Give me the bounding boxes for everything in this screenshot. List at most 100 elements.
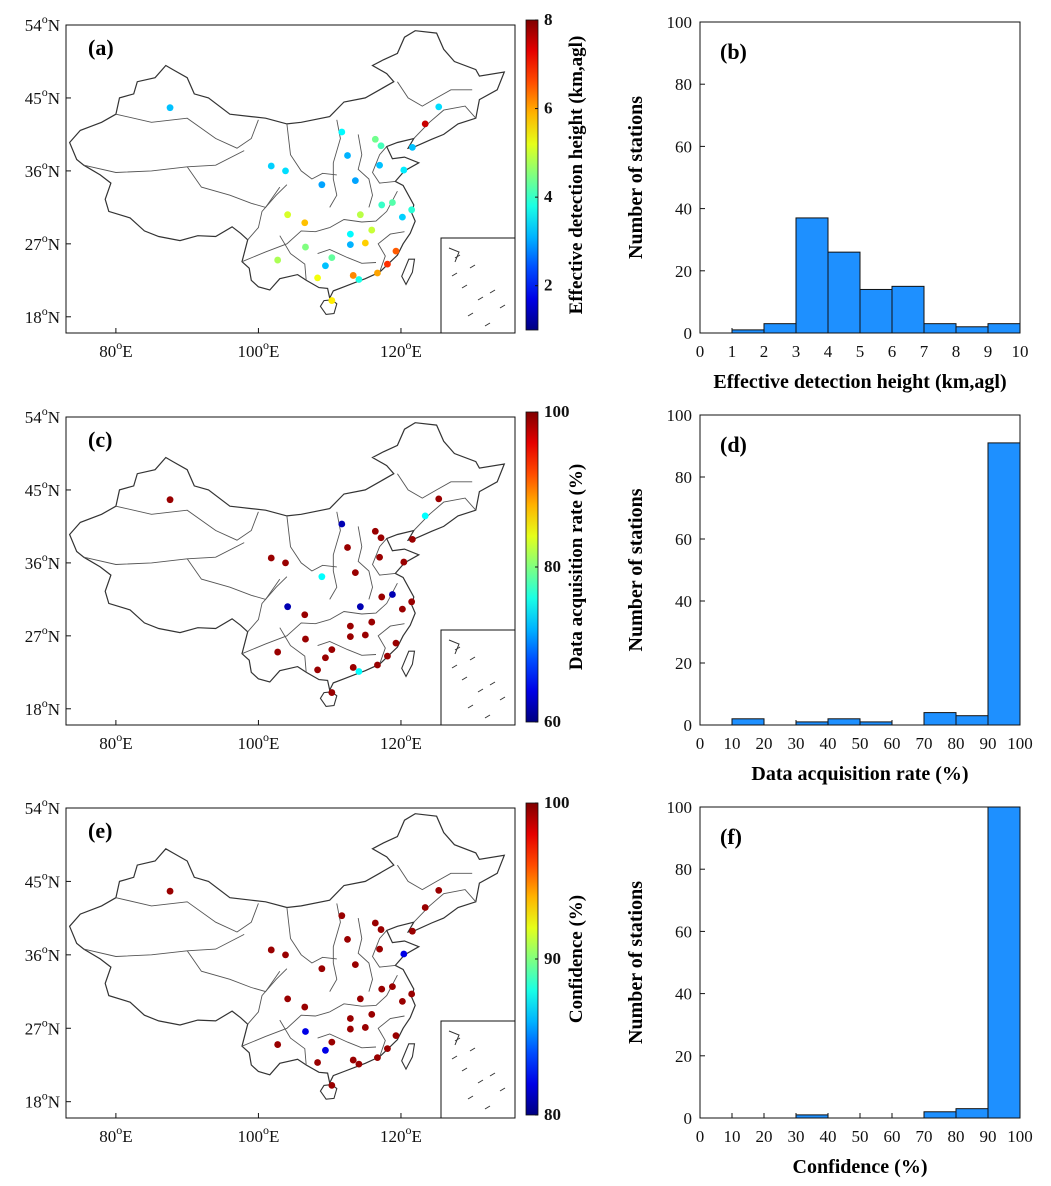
station-point (346, 1015, 354, 1022)
y-tick-label: 80 (675, 860, 692, 879)
province-border (279, 235, 307, 281)
province-border (329, 974, 398, 1013)
station-point (384, 652, 391, 660)
province-border (377, 231, 405, 273)
x-tick-label: 80 (948, 1127, 965, 1146)
inset-coast (448, 639, 460, 655)
lat-unit: N (48, 700, 60, 719)
degree-sup: o (42, 942, 48, 956)
province-border (329, 119, 341, 208)
lat-tick-label: 27oN (25, 1015, 60, 1038)
province-border (286, 907, 337, 964)
station-point (389, 983, 396, 991)
panel-label: (a) (88, 35, 114, 60)
inset-island (484, 1105, 491, 1110)
province-border (115, 113, 259, 149)
province-border (286, 515, 337, 572)
province-border (371, 538, 396, 576)
x-tick-label: 100 (1007, 1127, 1033, 1146)
station-point (344, 152, 351, 159)
station-point (318, 181, 326, 189)
histogram-bar (731, 718, 765, 726)
station-point (302, 635, 309, 643)
station-point (356, 995, 364, 1003)
x-tick-label: 100 (1007, 734, 1033, 753)
station-point (351, 961, 359, 969)
panel-label: (f) (720, 824, 742, 849)
station-point (389, 591, 396, 598)
province-border (241, 619, 330, 655)
province-border (377, 623, 405, 665)
station-point (377, 926, 385, 933)
inset-island (451, 272, 458, 277)
station-point (282, 951, 289, 959)
station-point (314, 274, 321, 282)
inset-box (440, 1020, 516, 1119)
lat-tick-label: 54oN (25, 404, 60, 427)
lon-unit: E (269, 342, 279, 361)
station-point (384, 260, 391, 268)
inset-island (499, 696, 506, 701)
hainan-outline (319, 691, 338, 707)
inset-island (451, 1055, 458, 1060)
histogram-frame (699, 806, 1021, 1119)
degree-sup: o (42, 795, 48, 809)
province-border (329, 582, 398, 620)
station-point (284, 995, 292, 1003)
station-point (328, 1038, 336, 1046)
inset-island (484, 322, 491, 327)
histogram-bar (795, 217, 829, 334)
x-tick-label: 20 (756, 1127, 773, 1146)
station-point (301, 1003, 309, 1011)
lon-unit: E (122, 1127, 132, 1146)
degree-sup: o (263, 730, 269, 744)
lon-unit: E (412, 734, 422, 753)
colorbar-label: Confidence (%) (566, 895, 587, 1023)
histogram-bar (795, 1114, 829, 1119)
station-point (371, 919, 379, 927)
lon-tick-label: 100oE (237, 1123, 279, 1146)
lat-tick-label: 36oN (25, 550, 60, 573)
x-tick-label: 0 (696, 734, 705, 753)
station-point (328, 1081, 336, 1089)
station-point (435, 886, 443, 894)
province-border (357, 134, 373, 208)
histogram-bar (827, 251, 861, 334)
map-frame (65, 416, 516, 726)
station-point (274, 256, 282, 264)
y-tick-label: 20 (675, 654, 692, 673)
province-border (317, 1033, 377, 1049)
lat-tick-label: 27oN (25, 231, 60, 254)
province-border (115, 505, 259, 541)
station-point (274, 1041, 282, 1048)
histogram-frame (699, 21, 1021, 334)
inset-island (461, 1067, 468, 1072)
station-point (351, 569, 359, 577)
inset-coast (448, 1030, 460, 1046)
province-border (397, 473, 473, 499)
station-point (346, 230, 354, 238)
lon-tick-label: 120oE (380, 338, 422, 361)
degree-sup: o (116, 730, 122, 744)
histogram-xlabel: Confidence (%) (793, 1156, 928, 1178)
y-tick-label: 40 (675, 592, 692, 611)
y-tick-label: 100 (667, 798, 693, 817)
station-point (355, 276, 363, 283)
province-border (317, 249, 377, 264)
x-tick-label: 2 (760, 342, 769, 361)
province-border (83, 934, 245, 957)
degree-sup: o (42, 696, 48, 710)
station-point (392, 639, 400, 647)
province-border (279, 627, 307, 673)
histogram-xlabel: Effective detection height (km,agl) (713, 371, 1006, 393)
colorbar-tick-label: 2 (544, 276, 553, 295)
inset-island (489, 1072, 496, 1077)
map-panel-(c): 54oN 45oN 36oN 27oN 18oN 80oE 100oE 120oE (c) (25, 404, 516, 753)
x-tick-label: 70 (916, 734, 933, 753)
x-tick-label: 6 (888, 342, 897, 361)
lon-unit: E (412, 342, 422, 361)
panel-label: (c) (88, 427, 112, 452)
station-point (274, 648, 282, 656)
